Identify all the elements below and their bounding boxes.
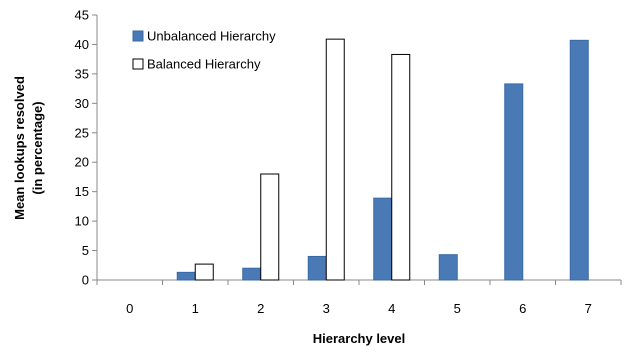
y-axis-title: Mean lookups resolved (in percentage) [12, 76, 45, 220]
bar-balanced-level-3 [325, 38, 345, 281]
x-tick-label: 5 [454, 301, 461, 316]
legend-swatch [132, 30, 144, 42]
bar-unbalanced-level-7 [569, 39, 589, 281]
y-tick-label: 20 [75, 155, 89, 170]
bars [176, 38, 589, 281]
y-tick-label: 5 [82, 243, 89, 258]
y-tick-label: 10 [75, 214, 89, 229]
y-axis-title-line-1: Mean lookups resolved [12, 76, 27, 220]
bar-unbalanced-level-1 [176, 271, 196, 281]
bar-balanced-level-2 [260, 173, 280, 281]
x-tick-label: 4 [388, 301, 395, 316]
y-axis-ticks: 0 5 10 15 20 25 30 35 40 45 [75, 8, 97, 288]
bar-unbalanced-level-4 [373, 197, 393, 281]
legend-swatch [132, 58, 144, 70]
x-axis-ticks: 0 1 2 3 4 5 6 7 [96, 280, 622, 316]
x-tick-label: 7 [585, 301, 592, 316]
y-tick-label: 15 [75, 184, 89, 199]
x-axis-title: Hierarchy level [313, 331, 406, 346]
x-tick-label: 6 [519, 301, 526, 316]
legend-label: Unbalanced Hierarchy [147, 29, 276, 44]
y-tick-label: 35 [75, 66, 89, 81]
x-tick-label: 0 [126, 301, 133, 316]
legend: Unbalanced Hierarchy Balanced Hierarchy [132, 29, 276, 72]
x-tick-label: 2 [257, 301, 264, 316]
bar-unbalanced-level-2 [242, 267, 262, 281]
y-tick-label: 30 [75, 96, 89, 111]
y-tick-label: 25 [75, 125, 89, 140]
y-tick-label: 40 [75, 37, 89, 52]
y-tick-label: 0 [82, 273, 89, 288]
x-tick-label: 3 [323, 301, 330, 316]
bar-unbalanced-level-5 [438, 254, 458, 281]
axes [96, 15, 621, 281]
y-tick-label: 45 [75, 8, 89, 23]
x-tick-label: 1 [192, 301, 199, 316]
bar-balanced-level-4 [391, 53, 411, 281]
y-axis-title-line-2: (in percentage) [30, 101, 45, 194]
bar-balanced-level-1 [194, 263, 214, 281]
bar-unbalanced-level-6 [504, 83, 524, 281]
legend-label: Balanced Hierarchy [147, 57, 261, 72]
bar-unbalanced-level-3 [307, 255, 327, 281]
